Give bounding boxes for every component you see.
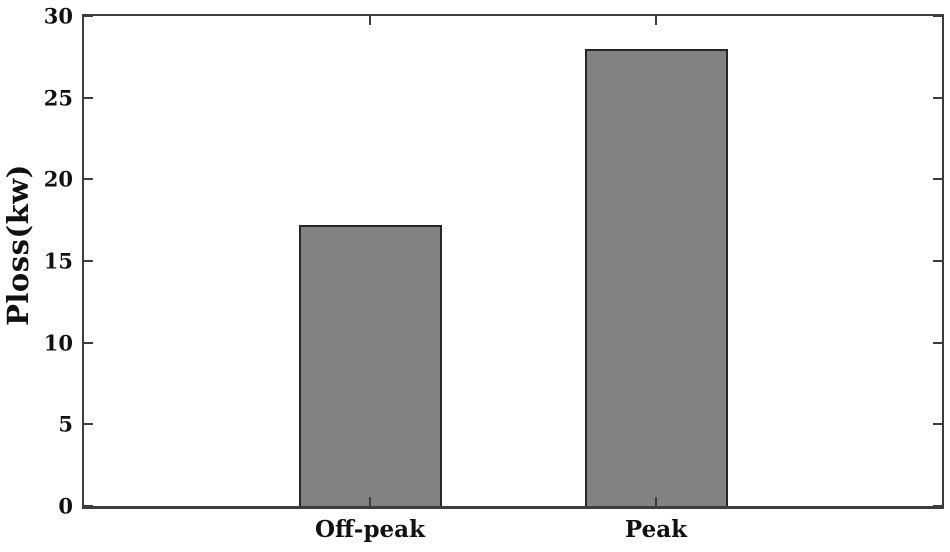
y-tick-mark (933, 505, 942, 507)
y-tick-mark (933, 15, 942, 17)
y-tick-mark (933, 423, 942, 426)
x-tick-label-peak: Peak (624, 516, 688, 543)
plot-area (82, 14, 944, 509)
y-tick-label: 30 (43, 3, 73, 29)
y-tick-label: 25 (43, 85, 73, 111)
y-tick-mark (84, 15, 93, 17)
x-tick-mark (655, 497, 657, 506)
y-tick-mark (933, 178, 942, 181)
x-tick-mark (655, 16, 657, 25)
y-tick-label: 15 (43, 248, 73, 274)
y-tick-label: 20 (43, 166, 73, 192)
x-tick-mark (369, 497, 371, 506)
x-tick-label-off-peak: Off-peak (314, 516, 426, 543)
y-tick-mark (84, 260, 93, 262)
y-tick-mark (84, 96, 93, 99)
bar-off-peak (298, 225, 442, 506)
y-tick-label: 10 (43, 330, 73, 356)
x-tick-mark (369, 16, 371, 25)
y-tick-mark (84, 423, 93, 426)
y-tick-mark (933, 260, 942, 262)
y-tick-mark (84, 505, 93, 507)
bar-peak (584, 48, 728, 506)
y-tick-label: 5 (58, 411, 73, 437)
y-tick-mark (84, 178, 93, 181)
y-tick-mark (84, 341, 93, 344)
y-tick-mark (933, 96, 942, 99)
y-tick-label: 0 (58, 493, 73, 519)
y-tick-mark (933, 341, 942, 344)
